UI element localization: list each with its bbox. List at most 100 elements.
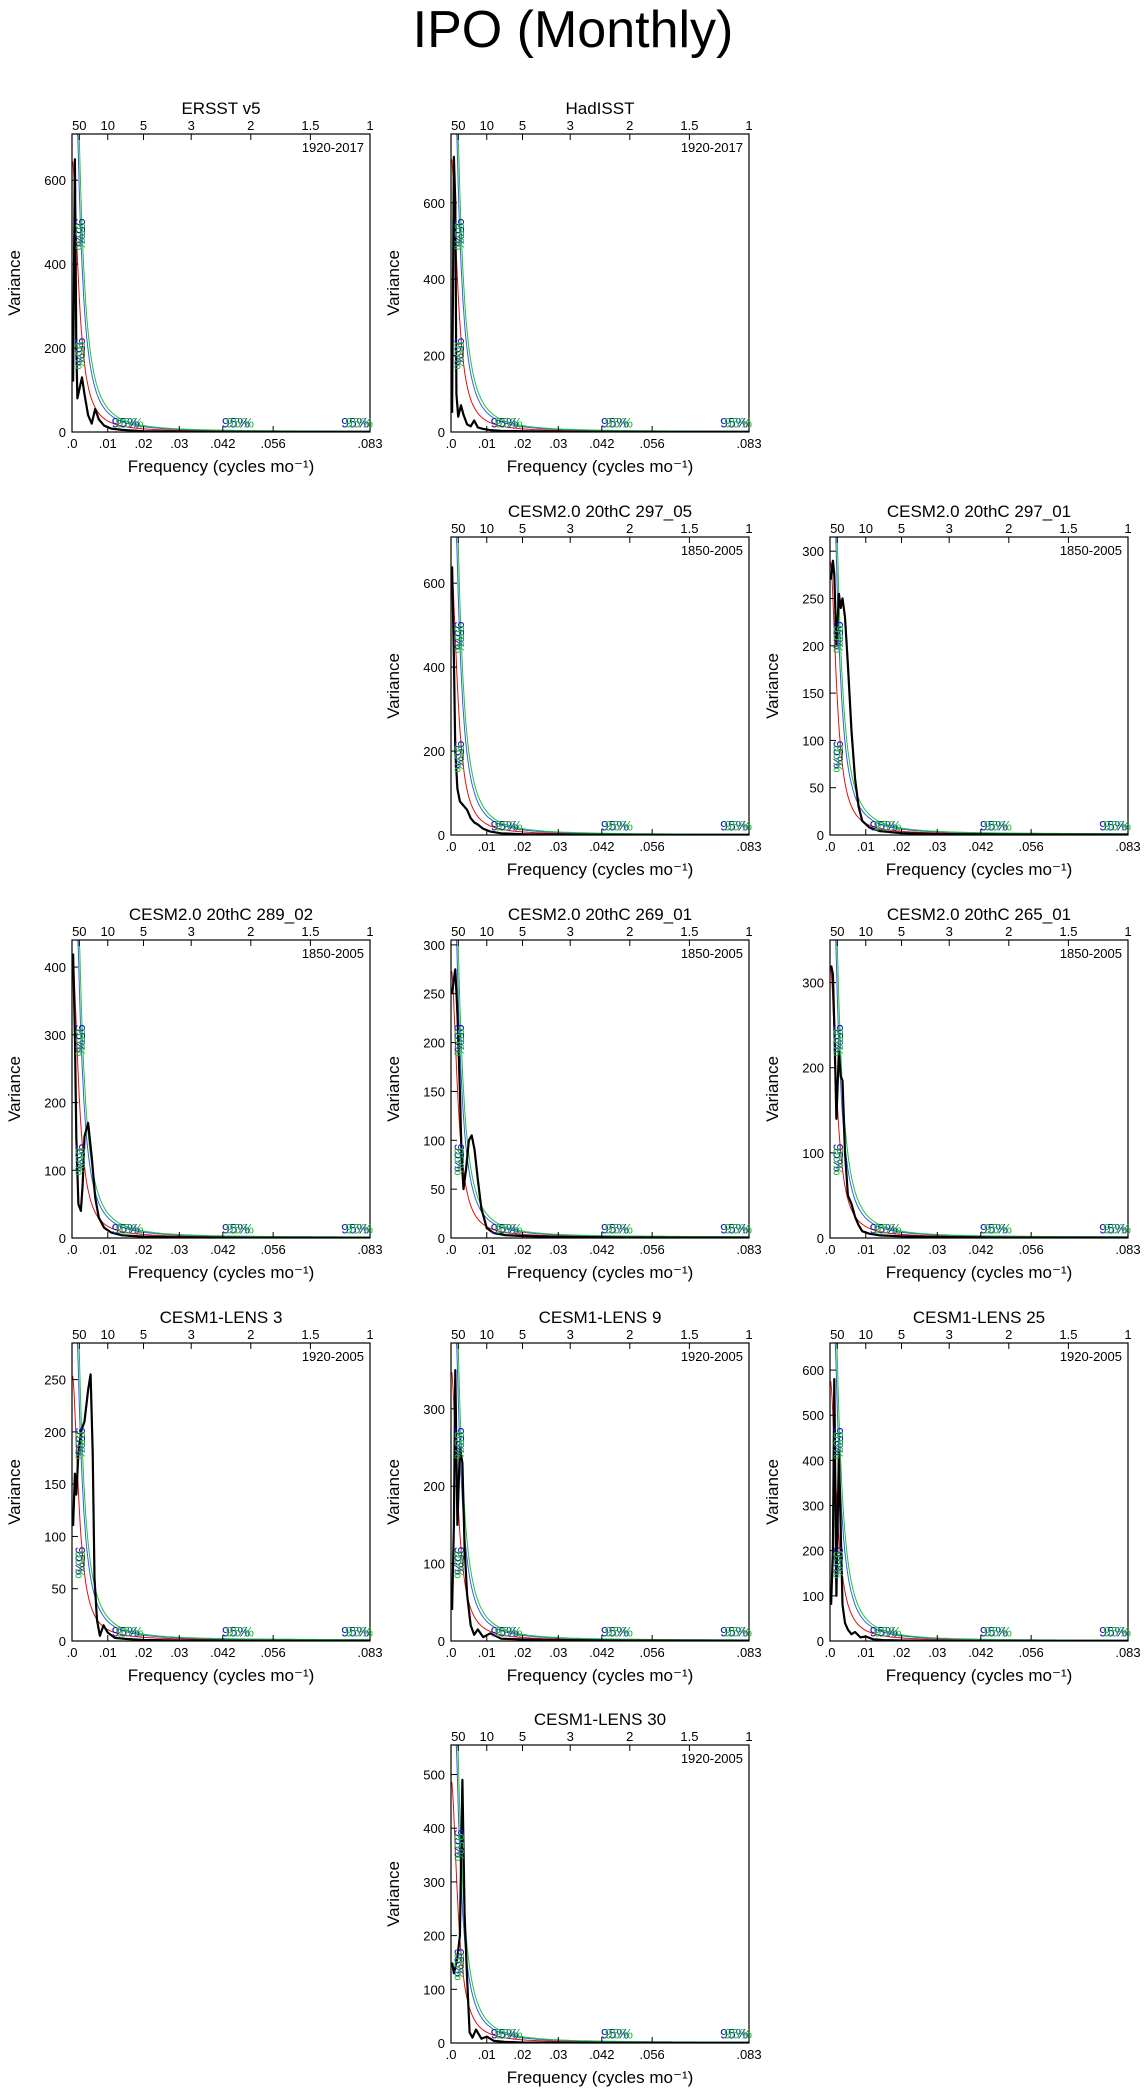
y-tick-label: 400 — [423, 1821, 445, 1836]
confidence-level-label-green: 95% — [1103, 1221, 1131, 1237]
confidence-level-label: 95% — [720, 1624, 748, 1640]
confidence-level-label: 95% — [73, 1144, 89, 1172]
confidence-level-label-green: 95% — [73, 222, 89, 250]
y-axis-label: Variance — [763, 1459, 782, 1525]
x-tick-label: .042 — [589, 1242, 614, 1257]
x-tick-label: .03 — [549, 436, 567, 451]
confidence-level-label-green: 95% — [724, 818, 752, 834]
y-tick-label: 200 — [423, 1036, 445, 1051]
y-tick-label: 400 — [44, 960, 66, 975]
y-tick-label: 0 — [59, 1634, 66, 1649]
spectrum-panel: CESM2.0 20thC 297_05 1850-2005 .0 .01 .02 .03… — [384, 502, 762, 879]
y-tick-label: 0 — [59, 425, 66, 440]
x-tick-label: .0 — [825, 1242, 836, 1257]
period-tick-label: 10 — [859, 521, 873, 536]
plot-frame — [450, 133, 750, 433]
period-tick-label: 1.5 — [301, 1327, 319, 1342]
panel-title: CESM2.0 20thC 297_01 — [887, 502, 1071, 521]
x-tick-label: .03 — [549, 839, 567, 854]
confidence-bound-blue-curve — [830, 537, 1128, 835]
y-axis-label: Variance — [5, 1459, 24, 1525]
y-tick-label: 50 — [52, 1582, 66, 1597]
x-tick-label: .02 — [513, 1645, 531, 1660]
spectrum-line — [451, 566, 749, 835]
spectrum-line — [451, 968, 749, 1238]
x-tick-label: .0 — [825, 1645, 836, 1660]
confidence-bound-blue-curve — [451, 537, 749, 835]
period-tick-label: 50 — [72, 118, 86, 133]
confidence-level-label: 95% — [73, 1547, 89, 1575]
x-tick-label: .042 — [589, 2047, 614, 2062]
confidence-level-label-green: 95% — [73, 342, 89, 370]
x-tick-label: .042 — [589, 1645, 614, 1660]
x-tick-label: .01 — [99, 436, 117, 451]
y-tick-label: 200 — [44, 1096, 66, 1111]
x-tick-label: .02 — [513, 2047, 531, 2062]
x-tick-label: .03 — [170, 1645, 188, 1660]
page-title: IPO (Monthly) — [412, 1, 734, 59]
confidence-bound-green-curve — [451, 1343, 749, 1641]
period-tick-label: 10 — [101, 924, 115, 939]
period-tick-label: 3 — [188, 1327, 195, 1342]
period-tick-label: 50 — [72, 1327, 86, 1342]
x-tick-label: .042 — [589, 839, 614, 854]
y-tick-label: 300 — [423, 1875, 445, 1890]
x-tick-label: .03 — [549, 2047, 567, 2062]
period-tick-label: 50 — [72, 924, 86, 939]
y-tick-label: 0 — [817, 1231, 824, 1246]
x-tick-label: .01 — [99, 1645, 117, 1660]
plot-frame — [71, 939, 371, 1239]
period-tick-label: 5 — [519, 1327, 526, 1342]
x-tick-label: .0 — [446, 1242, 457, 1257]
x-tick-label: .01 — [857, 839, 875, 854]
panel-title: CESM1-LENS 25 — [913, 1308, 1045, 1327]
red-noise-curve — [451, 568, 749, 835]
period-tick-label: 3 — [188, 118, 195, 133]
x-tick-label: .02 — [892, 1242, 910, 1257]
y-tick-label: 400 — [802, 1453, 824, 1468]
spectrum-panel: CESM1-LENS 9 1920-2005 .0 .01 .02 .03 .042 .056… — [384, 1308, 762, 1685]
period-tick-label: 1.5 — [680, 1729, 698, 1744]
period-tick-label: 3 — [567, 118, 574, 133]
plot-frame — [71, 1342, 371, 1642]
x-axis-label: Frequency (cycles mo⁻¹) — [886, 1666, 1073, 1685]
confidence-level-label: 95% — [720, 2026, 748, 2042]
x-tick-label: .083 — [736, 1242, 761, 1257]
y-tick-label: 200 — [423, 1479, 445, 1494]
y-tick-label: 0 — [438, 828, 445, 843]
confidence-level-label-green: 95% — [452, 745, 468, 773]
confidence-level-label: 95% — [601, 818, 629, 834]
red-noise-curve — [451, 1781, 749, 2043]
x-tick-label: .042 — [968, 1645, 993, 1660]
confidence-level-label-green: 95% — [73, 1551, 89, 1579]
plot-frame — [450, 939, 750, 1239]
period-tick-label: 10 — [101, 1327, 115, 1342]
x-tick-label: .056 — [639, 1242, 664, 1257]
y-axis-label: Variance — [384, 250, 403, 316]
period-tick-label: 3 — [946, 924, 953, 939]
panel-title: CESM1-LENS 9 — [539, 1308, 662, 1327]
confidence-level-label-green: 95% — [724, 1624, 752, 1640]
spectrum-line — [830, 559, 1128, 835]
period-tick-label: 10 — [480, 924, 494, 939]
spectrum-panel: HadISST 1920-2017 .0 .01 .02 .03 .042 .056 .083 5… — [384, 99, 762, 476]
confidence-level-label-green: 95% — [831, 1551, 847, 1579]
confidence-level-label-green: 95% — [495, 818, 523, 834]
confidence-level-label: 95% — [491, 2026, 519, 2042]
x-tick-label: .083 — [357, 1242, 382, 1257]
confidence-bound-blue-curve — [72, 940, 370, 1238]
period-tick-label: 10 — [480, 521, 494, 536]
confidence-bound-green-curve — [451, 537, 749, 835]
x-axis-label: Frequency (cycles mo⁻¹) — [886, 860, 1073, 879]
y-tick-label: 100 — [44, 1529, 66, 1544]
confidence-level-label: 95% — [720, 818, 748, 834]
x-tick-label: .083 — [736, 839, 761, 854]
confidence-level-label: 95% — [112, 1624, 140, 1640]
x-tick-label: .02 — [134, 1645, 152, 1660]
period-tick-label: 1 — [1124, 1327, 1131, 1342]
confidence-level-label-green: 95% — [605, 415, 633, 431]
confidence-level-label: 95% — [341, 415, 369, 431]
y-axis-label: Variance — [763, 653, 782, 719]
period-label: 1920-2017 — [302, 140, 364, 155]
x-tick-label: .0 — [446, 436, 457, 451]
